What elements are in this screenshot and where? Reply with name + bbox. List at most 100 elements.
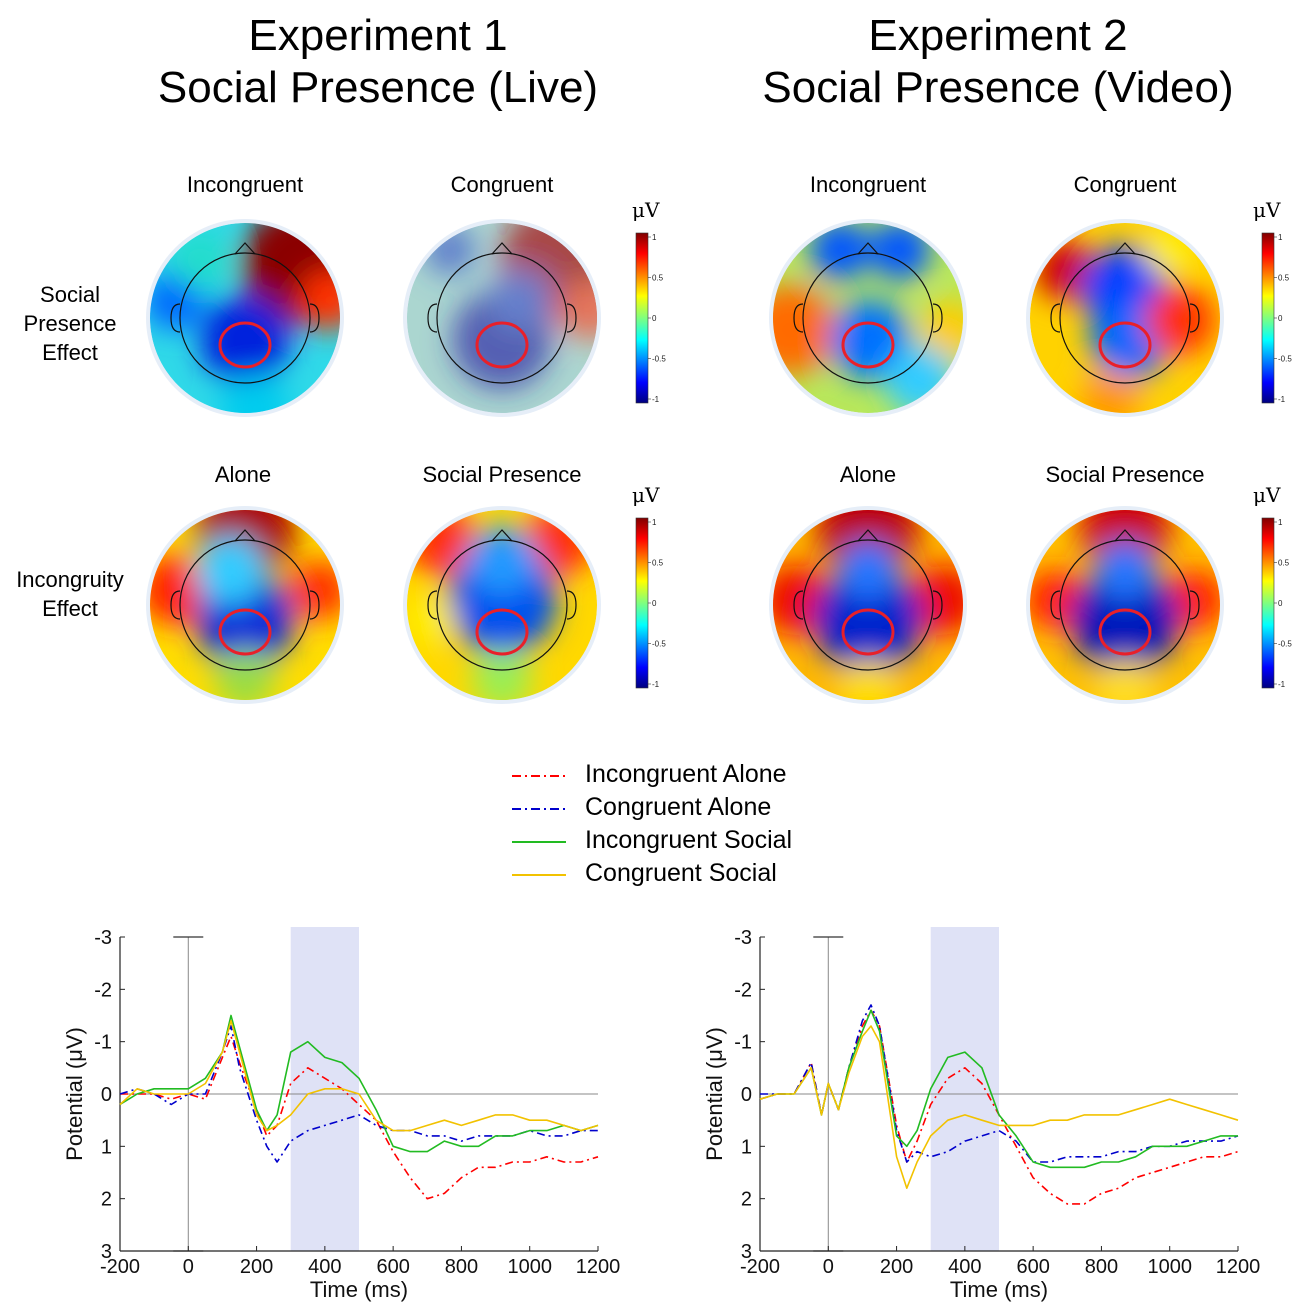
y-tick-label: -1 [94, 1032, 112, 1054]
x-tick-label: 1000 [1147, 1256, 1192, 1278]
colorbar-tick-label: 1 [1278, 518, 1283, 527]
map-label-exp1-congruent: Congruent [450, 172, 554, 197]
head-outline [179, 252, 311, 384]
nose-outline [491, 242, 513, 255]
legend-swatch-congruent-social [512, 874, 566, 876]
experiment-1-title-line2: Social Presence (Live) [157, 63, 599, 112]
head-outline [436, 539, 568, 671]
colorbar-tick-label: -1 [1278, 680, 1286, 689]
colorbar-tick-label: -0.5 [1278, 355, 1292, 364]
roi-ellipse [841, 608, 895, 656]
x-tick-label: 0 [823, 1256, 834, 1278]
x-tick-label: 200 [880, 1256, 913, 1278]
head-outline [1059, 539, 1191, 671]
experiment-2-title-line2: Social Presence (Video) [762, 63, 1234, 112]
x-tick-label: 1000 [507, 1256, 552, 1278]
head-outline [179, 539, 311, 671]
colorbar-tick-label: 0 [652, 599, 657, 608]
roi-ellipse [218, 608, 272, 656]
nose-outline [1114, 529, 1136, 542]
x-tick-label: 0 [183, 1256, 194, 1278]
erp-chart-experiment-1: -3 -2 -1 0 1 2 3-200 0 200 400 600 800 1000 1200 Time … [62, 927, 621, 1302]
y-axis-label: Potential (μV) [62, 1027, 87, 1161]
roi-ellipse [475, 321, 529, 369]
left-ear-outline [427, 303, 438, 333]
topomap-exp1-social-presence [403, 506, 601, 704]
right-ear-outline [566, 590, 577, 620]
right-ear-outline [309, 590, 320, 620]
right-ear-outline [566, 303, 577, 333]
colorbar-4: 1 0.5 0 -0.5 -1 [1261, 517, 1292, 689]
colorbar-unit-1: μV [632, 198, 660, 222]
y-axis-label: Potential (μV) [702, 1027, 727, 1161]
map-label-exp2-alone: Alone [839, 462, 897, 487]
x-tick-label: -200 [100, 1256, 140, 1278]
head-outline [802, 252, 934, 384]
nose-outline [234, 242, 256, 255]
legend-item: Incongruent Alone [505, 760, 845, 793]
left-ear-outline [170, 590, 181, 620]
row-label-line: Presence [23, 311, 117, 336]
y-tick-label: -1 [734, 1032, 752, 1054]
left-ear-outline [793, 590, 804, 620]
colorbar-tick-label: 1 [652, 518, 657, 527]
right-ear-outline [932, 303, 943, 333]
nose-outline [1114, 242, 1136, 255]
roi-ellipse [841, 321, 895, 369]
map-label-exp2-incongruent: Incongruent [809, 172, 927, 197]
row-label-line: Effect [42, 340, 98, 365]
experiment-2-title: Experiment 2 Social Presence (Video) [698, 10, 1298, 114]
colorbar-tick-label: 0.5 [652, 274, 664, 283]
right-ear-outline [1189, 590, 1200, 620]
y-tick-label: -3 [734, 927, 752, 949]
y-tick-label: 0 [101, 1084, 112, 1106]
colorbar-3: 1 0.5 0 -0.5 -1 [635, 517, 666, 689]
colorbar-tick-label: 0.5 [1278, 274, 1290, 283]
colorbar-tick-label: -1 [652, 395, 660, 404]
legend-swatch-congruent-alone [512, 808, 566, 810]
map-label-exp1-incongruent: Incongruent [186, 172, 304, 197]
right-ear-outline [309, 303, 320, 333]
row-label-line: Incongruity [16, 567, 124, 592]
x-tick-label: -200 [740, 1256, 780, 1278]
x-tick-label: 400 [948, 1256, 981, 1278]
legend-item: Congruent Social [505, 859, 845, 892]
head-outline [802, 539, 934, 671]
topomap-exp2-incongruent [769, 219, 967, 417]
x-tick-label: 1200 [576, 1256, 621, 1278]
series-congruent-social [119, 1019, 599, 1132]
topomap-exp2-alone [769, 506, 967, 704]
row-label-social-presence-effect: Social Presence Effect [0, 280, 140, 367]
series-congruent-alone [119, 1025, 598, 1163]
topomap-exp2-social-presence [1026, 506, 1224, 704]
experiment-1-title: Experiment 1 Social Presence (Live) [78, 10, 678, 114]
colorbar-tick-label: -1 [652, 680, 660, 689]
right-ear-outline [1189, 303, 1200, 333]
colorbar-tick-label: 0 [652, 314, 657, 323]
y-tick-label: 1 [101, 1136, 112, 1158]
colorbar-tick-label: -1 [1278, 395, 1286, 404]
left-ear-outline [1050, 303, 1061, 333]
colorbar-tick-label: 1 [652, 233, 657, 242]
roi-ellipse [1098, 321, 1152, 369]
roi-ellipse [218, 321, 272, 369]
analysis-window [930, 927, 999, 1251]
x-axis-label: Time (ms) [950, 1277, 1048, 1302]
y-tick-label: 2 [741, 1189, 752, 1211]
colorbar-unit-2: μV [1253, 198, 1281, 222]
map-label-exp2-congruent: Congruent [1073, 172, 1177, 197]
left-ear-outline [1050, 590, 1061, 620]
colorbar-tick-label: 0 [1278, 314, 1283, 323]
y-tick-label: 3 [101, 1241, 112, 1263]
row-label-incongruity-effect: Incongruity Effect [0, 565, 140, 623]
legend-item: Incongruent Social [505, 826, 845, 859]
legend-label: Congruent Alone [585, 793, 772, 821]
experiment-1-title-line1: Experiment 1 [248, 11, 508, 60]
y-tick-label: -3 [94, 927, 112, 949]
x-tick-label: 800 [445, 1256, 478, 1278]
map-label-exp2-social-presence: Social Presence [1045, 462, 1205, 487]
erp-chart-experiment-2: -3 -2 -1 0 1 2 3-200 0 200 400 600 800 1000 1200 Time … [702, 927, 1260, 1302]
left-ear-outline [170, 303, 181, 333]
colorbar-tick-label: 0.5 [1278, 559, 1290, 568]
